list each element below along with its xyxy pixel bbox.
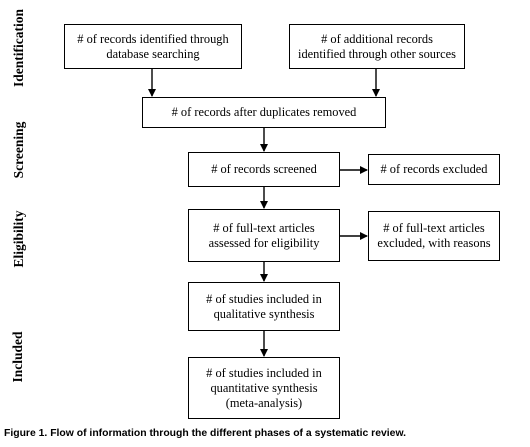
records-identified-database-box: # of records identified through database… <box>64 24 242 69</box>
box-line: (meta-analysis) <box>225 395 303 410</box>
box-line: # of full-text articles <box>213 220 315 235</box>
box-line: # of studies included in <box>206 291 322 306</box>
box-line: qualitative synthesis <box>213 306 315 321</box>
box-line: # of full-text articles <box>383 221 485 235</box>
phase-label-screening: Screening <box>11 121 26 179</box>
box-line: assessed for eligibility <box>208 235 320 250</box>
records-screened-box: # of records screened <box>188 152 340 187</box>
box-line: identified through other sources <box>298 46 456 61</box>
box-line: # of additional records <box>321 31 433 46</box>
records-identified-other-sources-box: # of additional records identified throu… <box>289 24 465 69</box>
fulltext-excluded-box: # of full-text articles excluded, with r… <box>368 211 500 261</box>
fulltext-assessed-box: # of full-text articles assessed for eli… <box>188 209 340 262</box>
box-line: database searching <box>106 46 200 61</box>
box-line: # of records excluded <box>380 162 488 176</box>
records-after-duplicates-box: # of records after duplicates removed <box>142 97 386 128</box>
box-line: excluded, with reasons <box>377 236 491 250</box>
phase-label-included: Included <box>10 331 25 383</box>
records-excluded-box: # of records excluded <box>368 154 500 185</box>
phase-label-identification: Identification <box>11 9 26 88</box>
box-line: # of records identified through <box>77 31 229 46</box>
box-line: # of records screened <box>211 162 317 176</box>
box-line: # of records after duplicates removed <box>171 105 357 119</box>
box-line: quantitative synthesis <box>210 380 318 395</box>
studies-quantitative-box: # of studies included in quantitative sy… <box>188 357 340 419</box>
phase-label-eligibility: Eligibility <box>11 210 26 268</box>
box-line: # of studies included in <box>206 365 322 380</box>
studies-qualitative-box: # of studies included in qualitative syn… <box>188 282 340 331</box>
figure-caption: Figure 1. Flow of information through th… <box>4 428 407 439</box>
